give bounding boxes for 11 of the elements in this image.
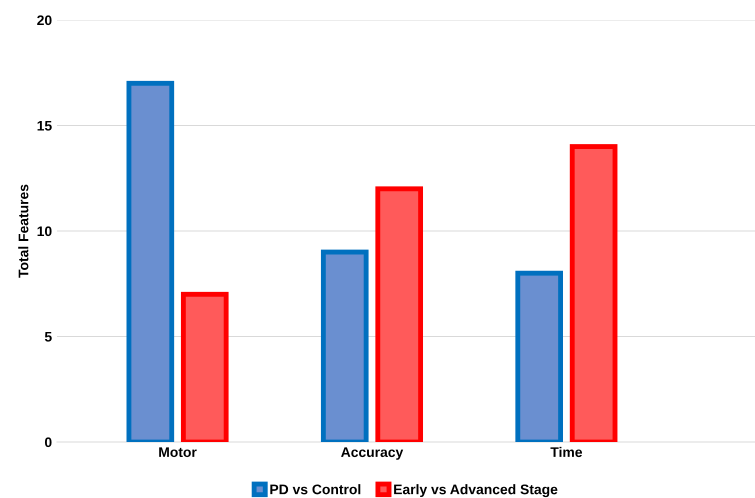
y-axis-title: Total Features	[18, 184, 28, 278]
y-tick-label: 15	[38, 120, 52, 131]
legend-label: PD vs Control	[270, 484, 360, 494]
y-tick-label: 10	[38, 226, 52, 236]
x-tick-label: Accuracy	[341, 447, 404, 460]
x-tick-label: Time	[550, 446, 582, 458]
x-tick-label: Motor	[159, 447, 197, 458]
y-tick-label: 20	[37, 15, 52, 26]
legend-label: Early vs Advanced Stage	[394, 484, 558, 498]
y-tick-label: 0	[44, 437, 52, 448]
y-tick-label: 5	[44, 332, 52, 342]
